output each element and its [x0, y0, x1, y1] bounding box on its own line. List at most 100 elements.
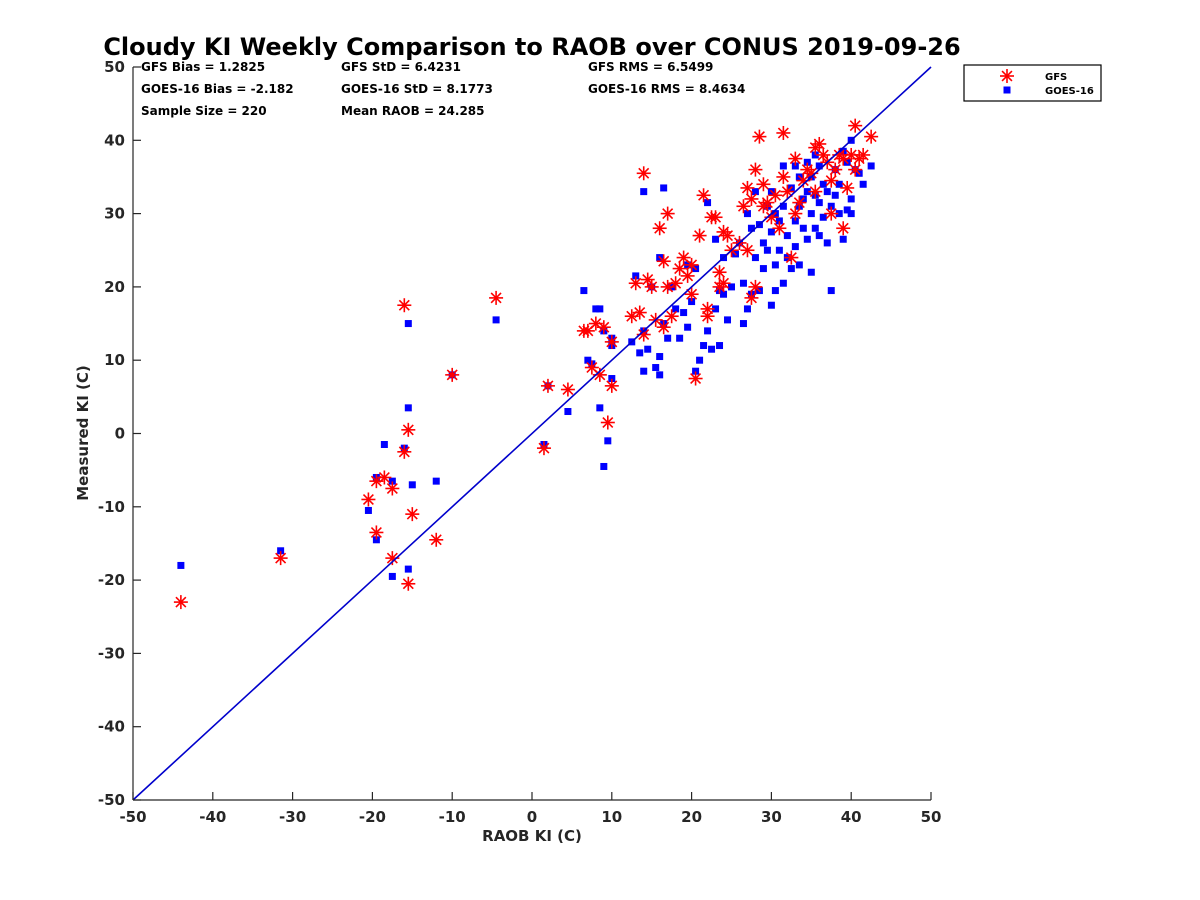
point-goes-16	[787, 265, 795, 273]
point-gfs	[640, 272, 655, 287]
y-tick-label: 40	[104, 131, 125, 149]
point-goes-16	[640, 367, 648, 375]
point-goes-16	[783, 232, 791, 240]
point-goes-16	[604, 437, 612, 445]
point-gfs	[397, 298, 412, 313]
point-goes-16	[763, 246, 771, 254]
x-tick-label: -30	[279, 808, 306, 826]
x-tick-label: -40	[199, 808, 226, 826]
point-goes-16	[815, 199, 823, 207]
point-gfs	[808, 184, 823, 199]
point-goes-16	[807, 268, 815, 276]
point-gfs	[173, 595, 188, 610]
point-goes-16	[404, 565, 412, 573]
point-gfs	[405, 507, 420, 522]
point-goes-16	[839, 235, 847, 243]
point-goes-16	[636, 349, 644, 357]
point-goes-16	[408, 481, 416, 489]
point-goes-16	[656, 371, 664, 379]
points-layer	[173, 118, 879, 610]
point-goes-16	[771, 261, 779, 269]
point-goes-16	[847, 210, 855, 218]
y-tick-label: 10	[104, 351, 125, 369]
point-goes-16	[779, 279, 787, 287]
point-goes-16	[380, 440, 388, 448]
point-goes-16	[775, 246, 783, 254]
one-to-one-line	[132, 66, 932, 801]
point-gfs	[656, 254, 671, 269]
point-gfs	[788, 206, 803, 221]
point-gfs	[668, 276, 683, 291]
point-goes-16	[680, 309, 688, 317]
y-axis-label: Measured KI (C)	[74, 365, 92, 501]
point-goes-16	[584, 356, 592, 364]
point-goes-16	[692, 367, 700, 375]
point-gfs	[688, 371, 703, 386]
y-ticks: -50 -40 -30 -20 -10 0 10 20 30 40 50	[98, 58, 141, 809]
point-goes-16	[811, 151, 819, 159]
legend: GFS GOES-16	[963, 64, 1102, 102]
point-gfs	[684, 287, 699, 302]
x-tick-label: -20	[359, 808, 386, 826]
point-gfs	[824, 206, 839, 221]
point-gfs	[776, 169, 791, 184]
point-gfs	[361, 492, 376, 507]
point-gfs	[784, 250, 799, 265]
x-tick-label: 40	[841, 808, 862, 826]
y-tick-label: 30	[104, 205, 125, 223]
point-gfs	[836, 221, 851, 236]
point-goes-16	[652, 364, 660, 372]
point-gfs	[792, 195, 807, 210]
point-gfs	[744, 290, 759, 305]
point-gfs	[752, 129, 767, 144]
point-gfs	[540, 378, 555, 393]
point-gfs	[429, 532, 444, 547]
stat-goes-std: GOES-16 StD = 8.1773	[341, 82, 493, 96]
legend-marker-goes-16	[1003, 86, 1011, 94]
point-goes-16	[364, 506, 372, 514]
point-gfs	[672, 261, 687, 276]
point-goes-16	[656, 353, 664, 361]
point-gfs	[636, 166, 651, 181]
point-gfs	[864, 129, 879, 144]
point-goes-16	[759, 265, 767, 273]
point-goes-16	[819, 213, 827, 221]
point-goes-16	[831, 191, 839, 199]
point-gfs	[401, 576, 416, 591]
point-goes-16	[724, 316, 732, 324]
legend-symbol-goes-16	[1003, 86, 1011, 94]
point-goes-16	[751, 188, 759, 196]
point-goes-16	[771, 287, 779, 295]
stats-block: GFS Bias = 1.2825 GFS StD = 6.4231 GFS R…	[141, 60, 745, 118]
point-goes-16	[827, 202, 835, 210]
point-goes-16	[404, 320, 412, 328]
point-gfs	[828, 162, 843, 177]
point-goes-16	[823, 239, 831, 247]
point-gfs	[756, 177, 771, 192]
point-gfs	[604, 334, 619, 349]
point-gfs	[816, 147, 831, 162]
point-goes-16	[277, 547, 285, 555]
point-goes-16	[388, 572, 396, 580]
point-gfs	[656, 320, 671, 335]
point-goes-16	[600, 462, 608, 470]
point-goes-16	[676, 334, 684, 342]
y-tick-label: -40	[98, 718, 125, 736]
point-gfs	[720, 228, 735, 243]
point-goes-16	[795, 261, 803, 269]
point-goes-16	[700, 342, 708, 350]
point-goes-16	[791, 243, 799, 251]
point-goes-16	[739, 320, 747, 328]
point-gfs	[824, 173, 839, 188]
point-goes-16	[728, 283, 735, 291]
point-goes-16	[843, 206, 851, 214]
point-goes-16	[177, 561, 185, 569]
point-gfs	[600, 415, 615, 430]
x-tick-label: 0	[527, 808, 537, 826]
point-goes-16	[803, 235, 811, 243]
point-goes-16	[767, 228, 775, 236]
x-ticks: -50 -40 -30 -20 -10 0 10 20 30 40 50	[119, 792, 941, 826]
stat-mean-raob: Mean RAOB = 24.285	[341, 104, 485, 118]
point-gfs	[748, 162, 763, 177]
point-gfs	[696, 188, 711, 203]
